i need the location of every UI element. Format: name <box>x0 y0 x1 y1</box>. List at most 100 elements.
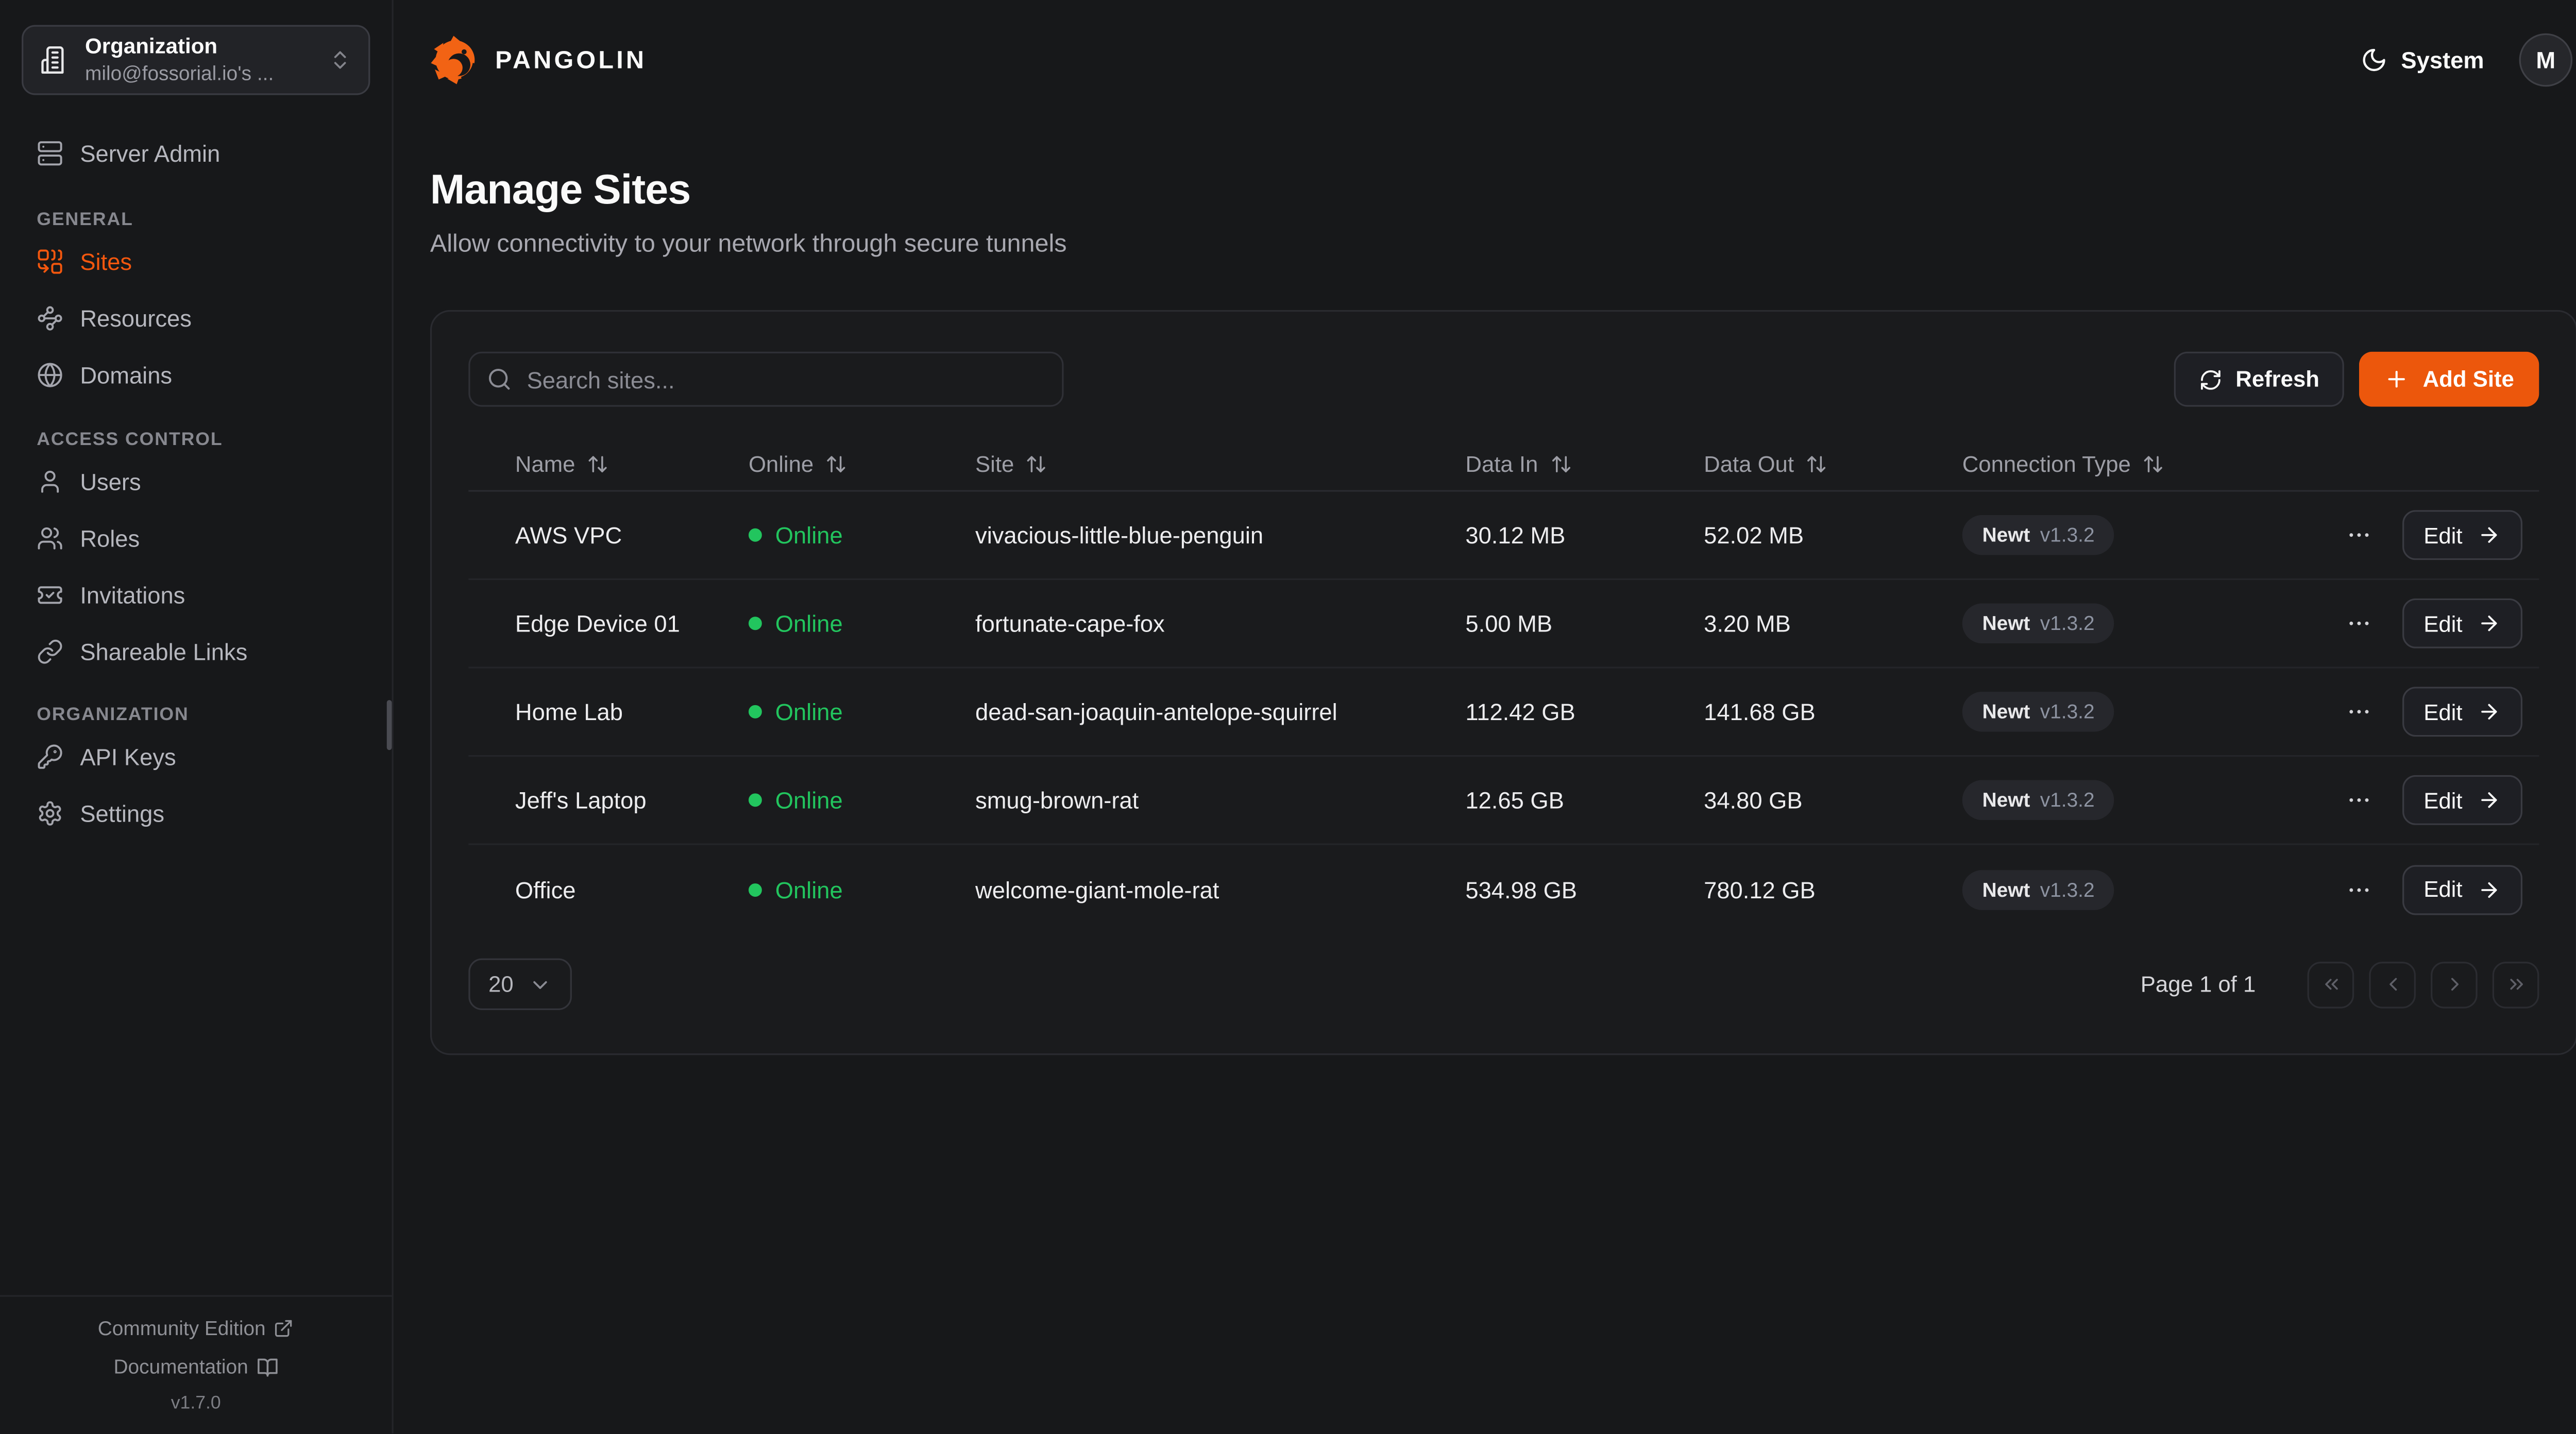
data-in-cell: 5.00 MB <box>1465 610 1553 637</box>
site-id-cell: smug-brown-rat <box>975 787 1139 814</box>
online-status-dot <box>748 793 762 807</box>
site-name-cell: Jeff's Laptop <box>515 787 647 814</box>
site-name-cell: Office <box>515 876 576 903</box>
edit-button[interactable]: Edit <box>2402 598 2523 648</box>
page-subtitle: Allow connectivity to your network throu… <box>430 230 1067 259</box>
table-row[interactable]: Home Lab Online dead-san-joaquin-antelop… <box>468 669 2539 757</box>
row-actions-menu-button[interactable] <box>2342 873 2376 906</box>
arrow-right-icon <box>2478 612 2501 635</box>
sort-icon <box>1026 453 1047 475</box>
building-icon <box>40 45 70 75</box>
sidebar-item-server-admin[interactable]: Server Admin <box>22 133 370 174</box>
table-body: AWS VPC Online vivacious-little-blue-pen… <box>468 492 2539 934</box>
data-out-cell: 3.20 MB <box>1704 610 1791 637</box>
edit-button[interactable]: Edit <box>2402 864 2523 914</box>
table-header: Name Online Site Data In <box>468 438 2539 492</box>
sidebar-item-label: Users <box>80 468 141 496</box>
chevrons-left-icon <box>2320 974 2342 995</box>
table-row[interactable]: AWS VPC Online vivacious-little-blue-pen… <box>468 492 2539 581</box>
next-page-button[interactable] <box>2431 961 2478 1008</box>
add-site-button[interactable]: Add Site <box>2359 351 2539 407</box>
avatar[interactable]: M <box>2519 33 2573 87</box>
sidebar-scrollbar[interactable] <box>386 700 392 750</box>
row-actions-menu-button[interactable] <box>2342 783 2376 817</box>
online-status-dot <box>748 882 762 896</box>
column-header-data-out[interactable]: Data Out <box>1704 452 1962 476</box>
row-actions-menu-button[interactable] <box>2342 695 2376 728</box>
online-status-dot <box>748 617 762 630</box>
table-row[interactable]: Office Online welcome-giant-mole-rat 534… <box>468 845 2539 934</box>
data-in-cell: 30.12 MB <box>1465 521 1566 549</box>
online-status-label: Online <box>775 698 843 725</box>
search-input[interactable] <box>468 351 1064 407</box>
sidebar-item-invitations[interactable]: Invitations <box>22 575 370 615</box>
last-page-button[interactable] <box>2492 961 2539 1008</box>
sidebar-item-settings[interactable]: Settings <box>22 793 370 833</box>
sidebar-nav: Server Admin GENERAL Sites Resources <box>0 133 392 833</box>
sites-combine-icon <box>37 248 63 275</box>
sidebar-item-resources[interactable]: Resources <box>22 298 370 338</box>
sidebar-item-label: Settings <box>80 800 165 827</box>
pangolin-logo-icon <box>430 35 480 85</box>
online-status-label: Online <box>775 787 843 814</box>
main-content: PANGOLIN System M Manage Sites Allow con… <box>394 0 2576 1434</box>
sort-icon <box>587 453 608 475</box>
data-in-cell: 534.98 GB <box>1465 876 1578 903</box>
edit-button[interactable]: Edit <box>2402 687 2523 737</box>
online-status-cell: Online <box>748 787 975 814</box>
online-status-label: Online <box>775 521 843 549</box>
sidebar-item-sites[interactable]: Sites <box>22 242 370 282</box>
sidebar-item-shareable-links[interactable]: Shareable Links <box>22 631 370 672</box>
org-switcher[interactable]: Organization milo@fossorial.io's ... <box>22 25 370 95</box>
sidebar-item-roles[interactable]: Roles <box>22 518 370 558</box>
theme-toggle[interactable]: System <box>2361 47 2484 74</box>
table-row[interactable]: Edge Device 01 Online fortunate-cape-fox… <box>468 580 2539 669</box>
sidebar-item-users[interactable]: Users <box>22 462 370 502</box>
online-status-dot <box>748 528 762 542</box>
sort-icon <box>1806 453 1827 475</box>
sort-icon <box>2142 453 2164 475</box>
refresh-button[interactable]: Refresh <box>2174 351 2345 407</box>
row-actions-menu-button[interactable] <box>2342 607 2376 640</box>
ticket-check-icon <box>37 582 63 608</box>
sidebar-item-api-keys[interactable]: API Keys <box>22 737 370 777</box>
page-size-select[interactable]: 20 <box>468 958 572 1010</box>
sidebar-section-access-control: ACCESS CONTROL <box>37 430 223 450</box>
data-in-cell: 112.42 GB <box>1465 698 1575 725</box>
site-id-cell: fortunate-cape-fox <box>975 610 1165 637</box>
column-header-online[interactable]: Online <box>749 452 975 476</box>
table-row[interactable]: Jeff's Laptop Online smug-brown-rat 12.6… <box>468 757 2539 845</box>
site-id-cell: dead-san-joaquin-antelope-squirrel <box>975 698 1337 725</box>
row-actions-menu-button[interactable] <box>2342 518 2376 552</box>
brand-logo[interactable]: PANGOLIN <box>430 35 647 85</box>
column-header-connection-type[interactable]: Connection Type <box>1962 452 2336 476</box>
arrow-right-icon <box>2478 523 2501 547</box>
chevron-right-icon <box>2443 974 2465 995</box>
column-header-site[interactable]: Site <box>975 452 1465 476</box>
book-open-icon <box>257 1357 278 1378</box>
previous-page-button[interactable] <box>2369 961 2416 1008</box>
edit-button[interactable]: Edit <box>2402 775 2523 825</box>
sidebar-item-label: Server Admin <box>80 140 221 167</box>
online-status-cell: Online <box>748 876 975 903</box>
connection-type-badge: Newt v1.3.2 <box>1962 780 2115 821</box>
sidebar-item-label: API Keys <box>80 743 176 771</box>
column-header-data-in[interactable]: Data In <box>1465 452 1704 476</box>
edit-button[interactable]: Edit <box>2402 510 2523 560</box>
connection-type-badge: Newt v1.3.2 <box>1962 869 2115 910</box>
chevron-left-icon <box>2382 974 2403 995</box>
arrow-right-icon <box>2478 789 2501 812</box>
first-page-button[interactable] <box>2307 961 2354 1008</box>
community-edition-link[interactable]: Community Edition <box>0 1318 392 1341</box>
online-status-label: Online <box>775 876 843 903</box>
online-status-cell: Online <box>748 610 975 637</box>
column-header-name[interactable]: Name <box>515 452 749 476</box>
arrow-right-icon <box>2478 700 2501 723</box>
moon-icon <box>2361 47 2388 74</box>
sidebar-item-domains[interactable]: Domains <box>22 355 370 395</box>
sidebar-item-label: Shareable Links <box>80 638 248 665</box>
online-status-cell: Online <box>748 698 975 725</box>
documentation-link[interactable]: Documentation <box>0 1356 392 1379</box>
topbar: PANGOLIN System M <box>430 33 2573 87</box>
